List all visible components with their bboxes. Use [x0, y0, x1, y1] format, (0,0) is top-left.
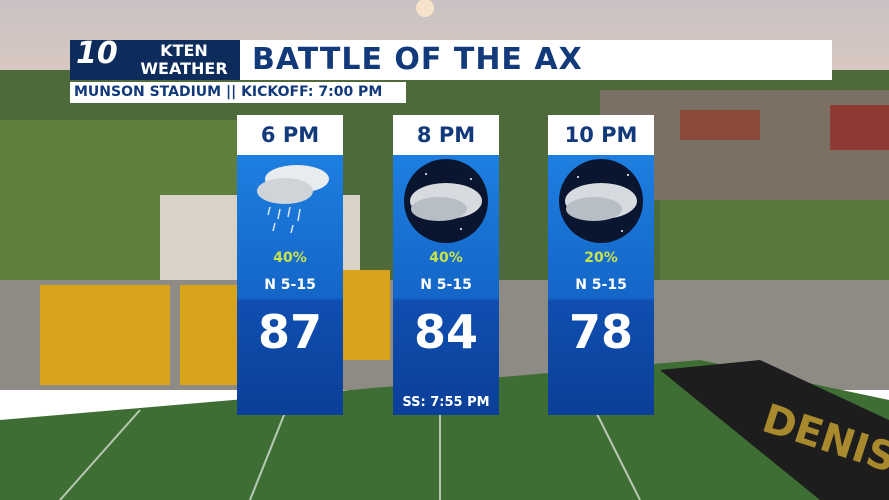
- wind: N 5-15: [575, 277, 627, 293]
- forecast-card: 10 PM 20% N 5-15 78: [548, 115, 654, 415]
- time: 8 PM: [393, 115, 499, 155]
- temperature: 78: [568, 305, 633, 359]
- logo-number: 10: [76, 36, 118, 71]
- subtitle: MUNSON STADIUM || KICKOFF: 7:00 PM: [74, 84, 383, 100]
- precip: 40%: [273, 250, 307, 266]
- forecast-card: 8 PM 40% N 5-15 84 SS: 7:55 PM: [393, 115, 499, 415]
- logo: [70, 40, 240, 80]
- precip: 40%: [429, 250, 463, 266]
- wind: N 5-15: [420, 277, 472, 293]
- time: 6 PM: [237, 115, 343, 155]
- forecast-card: 6 PM 40% N 5-15 87: [237, 115, 343, 415]
- rain-icon: [257, 165, 329, 234]
- temperature: 84: [413, 305, 478, 359]
- temperature: 87: [257, 305, 322, 359]
- night-cloud-icon: [404, 159, 488, 243]
- sunset: SS: 7:55 PM: [402, 395, 490, 410]
- wind: N 5-15: [264, 277, 316, 293]
- time: 10 PM: [548, 115, 654, 155]
- night-cloud-icon: [559, 159, 643, 243]
- logo-text: KTEN WEATHER: [140, 41, 228, 78]
- title: BATTLE OF THE AX: [252, 42, 583, 77]
- subtitle-bar: [70, 82, 406, 103]
- precip: 20%: [584, 250, 618, 266]
